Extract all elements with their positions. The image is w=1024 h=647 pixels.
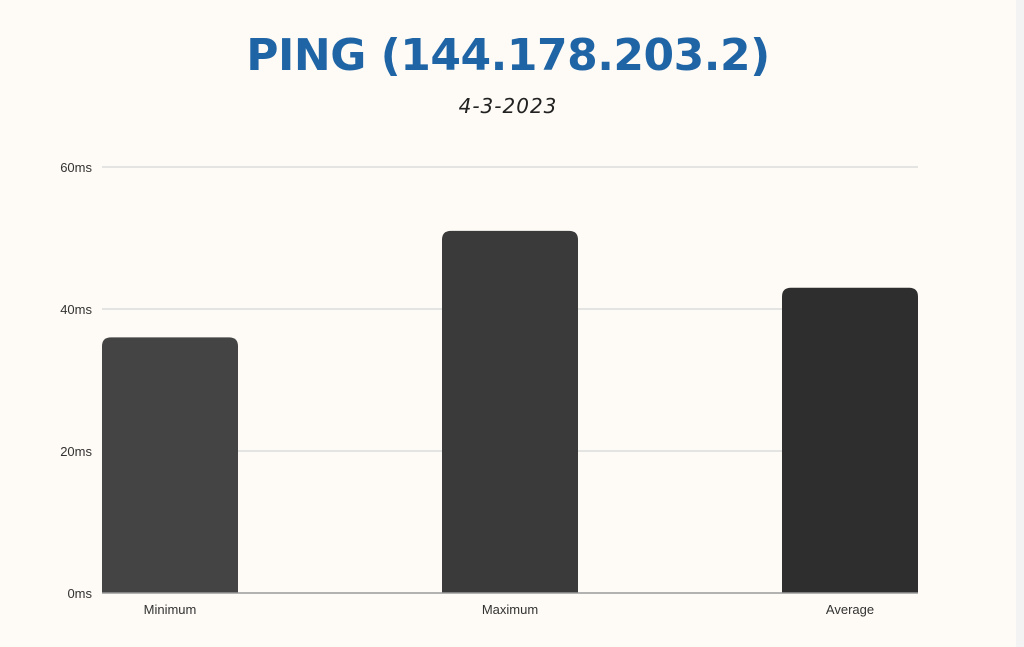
y-tick-label: 0ms [67, 586, 92, 601]
bar-maximum [442, 230, 578, 593]
x-category-label: Maximum [482, 602, 538, 617]
y-tick-label: 60ms [60, 160, 92, 175]
chart-subtitle: 4-3-2023 [458, 94, 558, 118]
y-tick-label: 40ms [60, 302, 92, 317]
y-tick-label: 20ms [60, 444, 92, 459]
x-category-label: Minimum [144, 602, 197, 617]
bar-minimum [102, 337, 238, 593]
chart-title: PING (144.178.203.2) [246, 30, 770, 81]
bar-average [782, 287, 918, 593]
x-category-label: Average [826, 602, 874, 617]
